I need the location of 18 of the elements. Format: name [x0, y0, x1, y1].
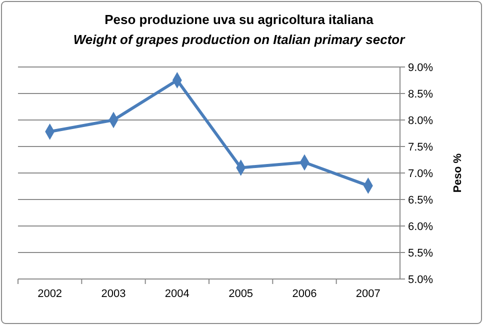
- y-tick-label: 6.0%: [408, 220, 434, 233]
- x-tick-label: 2006: [292, 288, 317, 300]
- x-tick-label: 2004: [164, 288, 190, 300]
- x-tick-label: 2003: [101, 288, 126, 300]
- chart-title: Peso produzione uva su agricoltura italiana: [104, 12, 374, 27]
- chart-subtitle: Weight of grapes production on Italian primary sector: [73, 32, 406, 47]
- y-tick-label: 5.0%: [408, 274, 434, 286]
- y-axis-title: Peso %: [452, 153, 464, 193]
- y-tick-label: 7.5%: [408, 141, 434, 154]
- y-tick-label: 7.0%: [408, 168, 434, 180]
- x-tick-label: 2007: [356, 288, 380, 300]
- y-tick-label: 8.5%: [408, 88, 434, 100]
- x-tick-label: 2002: [38, 288, 62, 300]
- x-tick-label: 2005: [228, 288, 254, 300]
- y-tick-label: 9.0%: [408, 62, 434, 74]
- y-tick-label: 6.5%: [408, 194, 434, 206]
- y-tick-label: 8.0%: [408, 114, 434, 127]
- y-tick-label: 5.5%: [408, 247, 434, 260]
